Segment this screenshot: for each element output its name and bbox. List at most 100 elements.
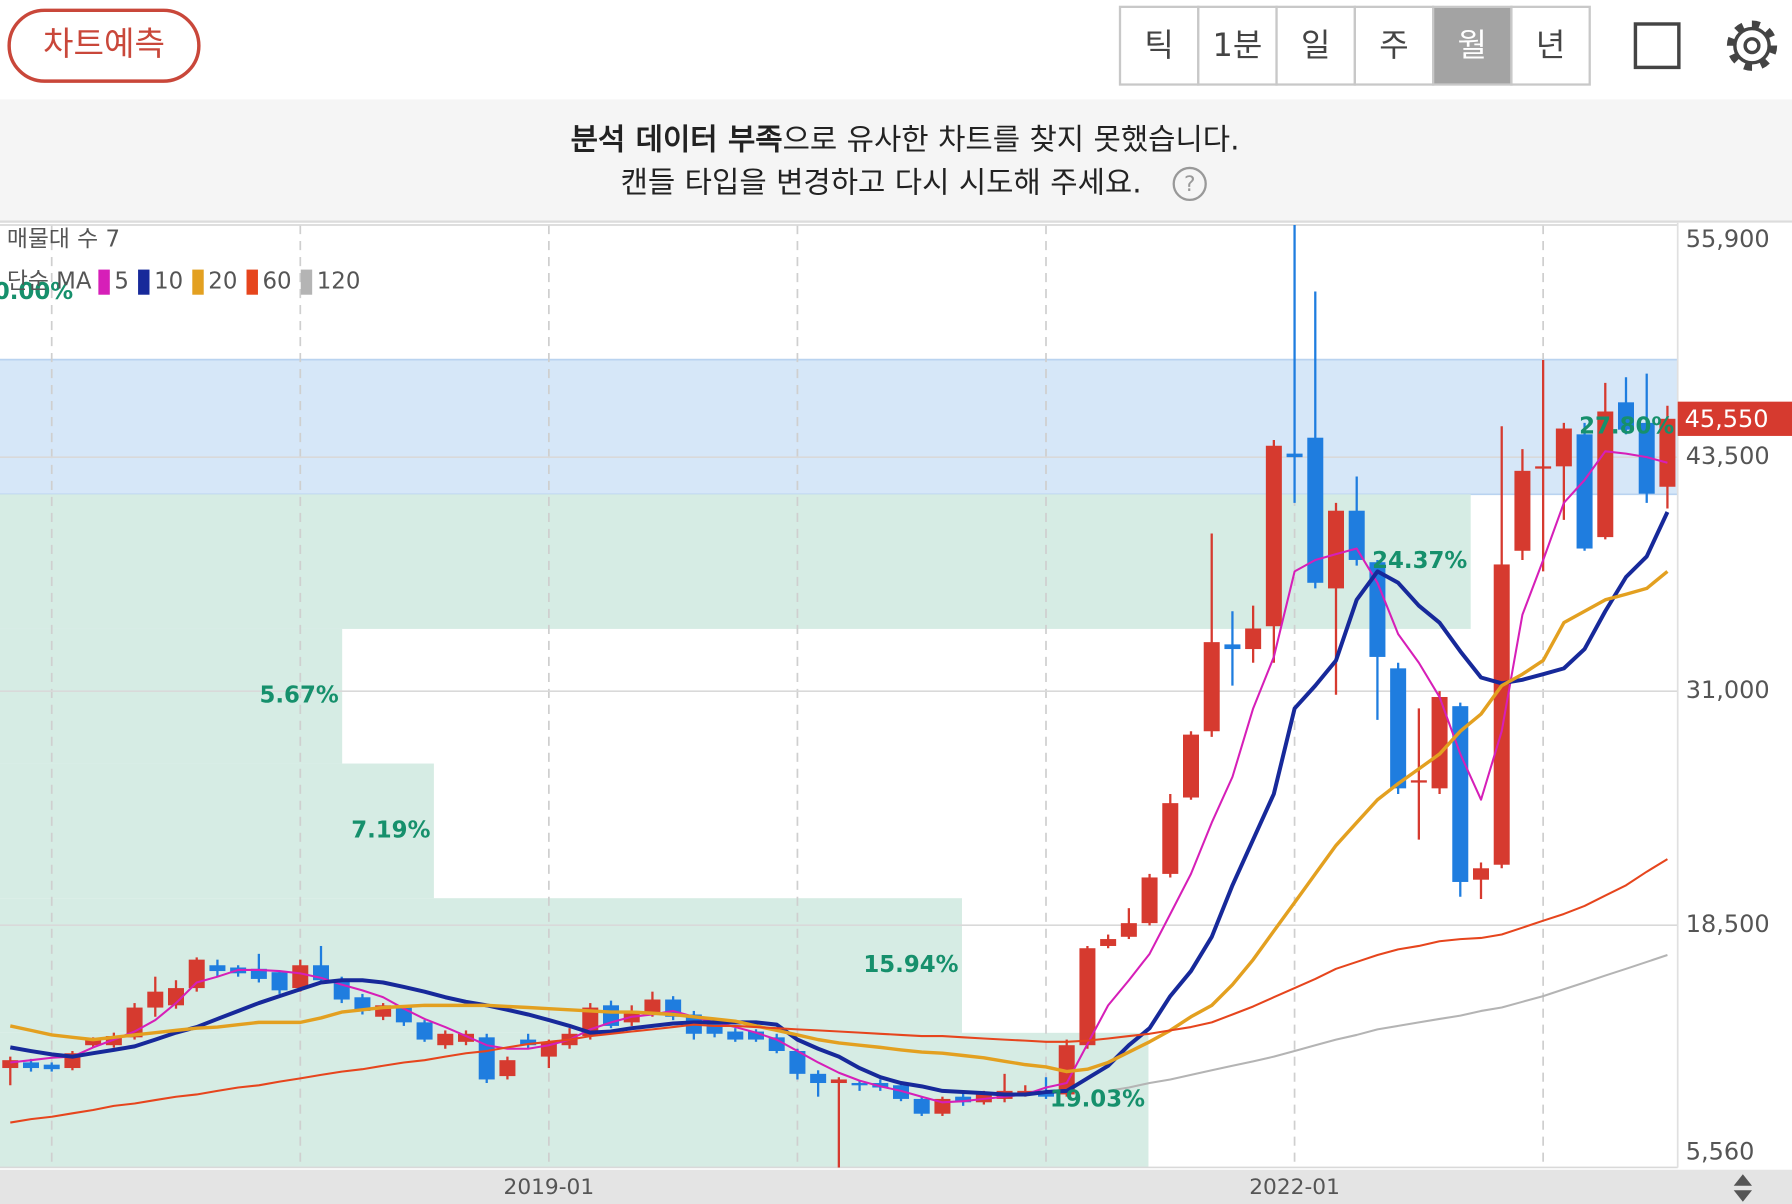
predict-button-frame[interactable] xyxy=(7,8,201,83)
candle-body xyxy=(955,1096,972,1103)
candle-body xyxy=(1576,434,1593,549)
candle-body xyxy=(416,1022,433,1040)
x-tick-label: 2022-01 xyxy=(1249,1175,1340,1200)
legend-label: 20 xyxy=(208,269,237,295)
candle-body xyxy=(1410,780,1427,783)
notice-line-1: 분석 데이터 부족으로 유사한 차트를 찾지 못했습니다. xyxy=(571,122,1240,157)
candle-body xyxy=(147,991,164,1008)
tab-button[interactable] xyxy=(1118,5,1200,86)
candle-body xyxy=(1390,668,1407,789)
candle-body xyxy=(1203,642,1220,732)
help-circle[interactable] xyxy=(1172,166,1207,202)
checkbox[interactable] xyxy=(1633,22,1681,70)
candle-body xyxy=(1452,706,1469,882)
y-tick-label: 43,500 xyxy=(1686,442,1770,470)
scroll-down[interactable] xyxy=(1733,1190,1752,1202)
help-button[interactable]: ? xyxy=(1172,166,1207,202)
notice-text: 으로 유사한 차트를 찾지 못했습니다. xyxy=(783,122,1240,157)
volume-band-label: 19.03% xyxy=(1050,1087,1145,1113)
volume-band-label: 7.19% xyxy=(351,817,430,843)
candle-body xyxy=(913,1098,930,1114)
candle-body xyxy=(893,1085,909,1099)
candle-body xyxy=(1224,644,1241,650)
candle-body xyxy=(458,1033,474,1042)
candle-body xyxy=(354,997,371,1011)
tab-label[interactable]: 주 xyxy=(1379,26,1408,64)
candle-body xyxy=(1058,1045,1075,1095)
candle-body xyxy=(706,1022,723,1034)
settings-icon[interactable] xyxy=(1726,20,1778,71)
y-axis-panel xyxy=(1677,222,1792,1168)
period-tabs: 틱 1분 일 주 월 년 xyxy=(1118,5,1591,86)
candle-body xyxy=(644,999,661,1015)
candle-body xyxy=(1079,948,1096,1046)
chart: 0.00% 27.80% 24.37% 5.67% 7.19% 15.94% 19.03% 매… xyxy=(0,222,1792,1169)
notice-line-2: 캔들 타입을 변경하고 다시 시도해 주세요. xyxy=(621,165,1142,200)
help-mark[interactable]: ? xyxy=(1184,172,1196,197)
current-price-tag xyxy=(1677,401,1792,436)
gear-body[interactable] xyxy=(1733,26,1771,65)
candle-body xyxy=(209,965,226,972)
candle-body xyxy=(1245,628,1262,650)
legend-swatch xyxy=(300,269,313,295)
candle-body xyxy=(85,1039,102,1046)
candle-body xyxy=(375,1005,392,1017)
y-tick-label: 31,000 xyxy=(1686,676,1770,704)
candle-body xyxy=(1369,562,1386,657)
tab-button[interactable] xyxy=(1353,5,1435,86)
candle-body xyxy=(437,1033,454,1046)
y-tick-label: 18,500 xyxy=(1686,910,1770,938)
candle-body xyxy=(1265,445,1282,627)
tab-button[interactable] xyxy=(1510,5,1591,86)
ma-line xyxy=(9,570,1669,1074)
candle-body xyxy=(789,1051,806,1074)
candle-body xyxy=(1638,422,1655,494)
current-price-label: 45,550 xyxy=(1685,405,1769,433)
tab-button[interactable] xyxy=(1432,5,1513,86)
scroll-handle[interactable] xyxy=(1733,1174,1752,1202)
candle-body xyxy=(1597,411,1614,538)
ma-line xyxy=(1107,954,1668,1092)
volume-band-label: 24.37% xyxy=(1372,548,1467,574)
candle-body xyxy=(499,1060,516,1077)
candle-body xyxy=(1555,428,1572,467)
candle-body xyxy=(1328,510,1344,589)
ma-legend-title: 단순 MA xyxy=(7,269,92,295)
predict-button[interactable]: 차트예측 xyxy=(7,8,201,83)
candle-body xyxy=(1514,470,1531,551)
candle-body xyxy=(1286,453,1303,458)
x-axis-strip xyxy=(0,1169,1792,1204)
tab-label[interactable]: 월 xyxy=(1458,26,1487,64)
volume-band-label: 15.94% xyxy=(863,952,958,978)
volume-band-label: 0.00% xyxy=(0,279,73,305)
candle-body xyxy=(2,1060,19,1069)
volume-band xyxy=(0,494,1471,629)
scroll-up[interactable] xyxy=(1733,1174,1752,1186)
volume-band xyxy=(0,628,343,764)
candle-body xyxy=(810,1073,827,1084)
y-tick-label: 5,560 xyxy=(1686,1138,1755,1166)
volume-band xyxy=(0,898,962,1033)
candle-body xyxy=(1659,418,1676,487)
tab-label[interactable]: 년 xyxy=(1536,26,1565,64)
legend-label: 60 xyxy=(263,269,292,295)
candle-body xyxy=(23,1062,39,1069)
tab-label[interactable]: 틱 xyxy=(1144,26,1173,64)
predict-button-label[interactable]: 차트예측 xyxy=(43,24,165,63)
tab-label[interactable]: 일 xyxy=(1301,26,1330,64)
candle-body xyxy=(292,965,309,989)
candle-body xyxy=(1141,877,1158,924)
gear-hole[interactable] xyxy=(1743,37,1761,55)
tab-label[interactable]: 1분 xyxy=(1213,26,1263,64)
legend-swatch xyxy=(192,269,204,295)
candle-body xyxy=(271,972,288,991)
notice-bold: 분석 데이터 부족 xyxy=(571,122,783,157)
volume-band-current xyxy=(0,359,1678,495)
legend-label: 5 xyxy=(114,269,129,295)
gear-teeth[interactable] xyxy=(1726,20,1778,71)
candle-body xyxy=(1120,923,1137,937)
candle-body xyxy=(1162,803,1179,874)
legend-swatch xyxy=(138,269,150,295)
candle-body xyxy=(748,1031,764,1040)
candle-body xyxy=(1100,939,1117,946)
